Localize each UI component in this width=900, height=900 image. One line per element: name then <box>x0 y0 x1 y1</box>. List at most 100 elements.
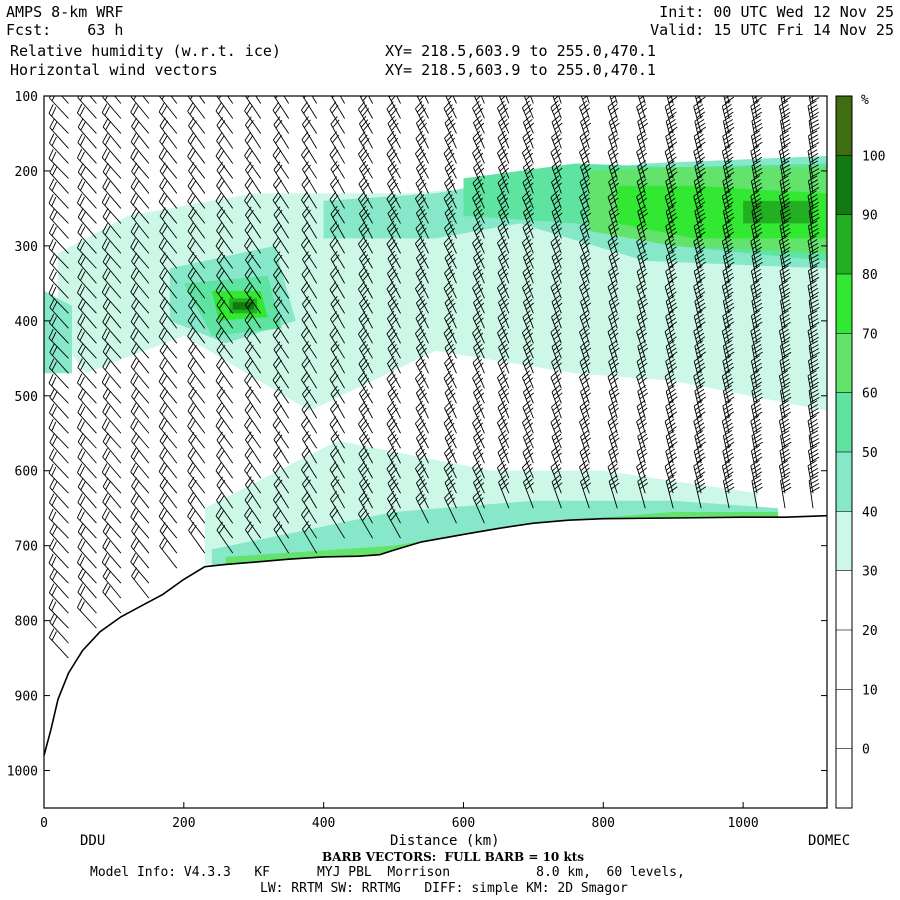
wind-barb <box>415 430 429 464</box>
wind-barb <box>551 250 563 284</box>
wind-barb <box>49 568 69 599</box>
wind-barb <box>415 385 429 419</box>
wind-barb <box>750 175 763 209</box>
wind-barb <box>244 266 262 299</box>
wind-barb <box>48 493 69 524</box>
wind-barb <box>580 250 592 284</box>
wind-barb <box>551 175 562 209</box>
wind-barb <box>187 312 206 344</box>
wind-barb <box>444 490 457 524</box>
wind-barb <box>415 460 429 494</box>
wind-barb <box>665 340 678 374</box>
wind-barb <box>636 459 648 494</box>
wind-barb <box>750 265 763 299</box>
wind-barb <box>444 250 457 284</box>
wind-barb <box>158 507 178 539</box>
wind-barb <box>244 506 262 539</box>
wind-barb <box>608 385 620 419</box>
wind-barb <box>188 476 206 509</box>
wind-barb <box>44 582 45 584</box>
wind-barb <box>244 356 262 389</box>
wind-barb <box>808 355 820 389</box>
wind-barb <box>551 160 563 194</box>
wind-barb <box>44 597 45 599</box>
wind-barb <box>521 145 534 179</box>
wind-barb <box>44 462 45 464</box>
wind-barb <box>368 96 373 104</box>
wind-barb <box>158 417 178 449</box>
xy-line-1: XY= 218.5,603.9 to 255.0,470.1 <box>385 42 656 60</box>
wind-barb <box>77 493 97 524</box>
wind-barb <box>779 175 791 209</box>
wind-barb <box>694 115 707 149</box>
wind-barb <box>498 385 510 419</box>
left-endpoint-label: DDU <box>80 833 106 849</box>
wind-barb <box>608 340 620 374</box>
wind-barb <box>216 446 234 479</box>
wind-barb <box>498 160 510 194</box>
wind-barb <box>131 162 150 194</box>
wind-barb <box>77 313 97 344</box>
wind-barb <box>273 356 290 389</box>
wind-barb <box>498 295 510 329</box>
wind-barb <box>44 687 45 689</box>
wind-barb <box>642 96 646 104</box>
wind-barb <box>302 96 318 119</box>
wind-barb <box>579 175 591 209</box>
wind-barb <box>49 433 69 464</box>
wind-barb <box>472 445 485 479</box>
wind-barb <box>444 385 457 419</box>
wind-barb <box>751 115 763 149</box>
wind-barb <box>694 160 707 194</box>
wind-barb <box>443 415 457 449</box>
wind-barb <box>77 343 97 374</box>
wind-barb <box>664 145 677 179</box>
wind-barb <box>443 370 457 404</box>
wind-barb <box>693 265 706 299</box>
wind-barb <box>244 446 262 479</box>
wind-barb <box>102 432 122 464</box>
wind-barb <box>664 190 677 224</box>
wind-barb <box>415 295 429 329</box>
wind-barb <box>187 447 206 479</box>
wind-barb <box>216 401 234 434</box>
colorbar-label: 60 <box>862 387 878 402</box>
wind-barb <box>443 145 457 179</box>
y-tick-label: 1000 <box>7 765 38 780</box>
wind-barb <box>77 522 97 554</box>
wind-barb <box>48 463 69 494</box>
wind-barb <box>579 190 590 224</box>
wind-barb <box>187 147 206 179</box>
wind-barb <box>779 265 791 299</box>
wind-barb <box>77 253 97 284</box>
wind-barb <box>497 130 510 164</box>
wind-barb <box>779 130 791 164</box>
wind-barb <box>76 193 97 224</box>
wind-barb <box>245 116 262 149</box>
wind-barb <box>245 431 262 464</box>
wind-barb <box>48 538 69 569</box>
wind-barb <box>693 310 706 344</box>
wind-barb <box>637 295 649 329</box>
wind-barb <box>44 162 45 164</box>
wind-barb <box>301 221 318 254</box>
wind-barb <box>130 222 150 254</box>
wind-barb <box>187 507 206 539</box>
wind-barb <box>187 177 206 209</box>
wind-barb <box>102 162 122 194</box>
wind-barb <box>415 340 429 374</box>
wind-barb <box>77 163 97 194</box>
wind-barb <box>665 474 678 509</box>
wind-barb <box>694 385 707 419</box>
wind-barb <box>693 145 706 179</box>
wind-barb <box>76 418 97 449</box>
wind-barb <box>245 386 262 419</box>
wind-barb <box>694 430 707 464</box>
wind-barb <box>273 176 290 209</box>
wind-barb <box>443 100 457 134</box>
wind-barb <box>551 340 563 374</box>
wind-barb <box>48 133 69 164</box>
wind-barb <box>48 418 69 449</box>
wind-barb <box>339 96 346 104</box>
wind-barb <box>273 266 290 299</box>
